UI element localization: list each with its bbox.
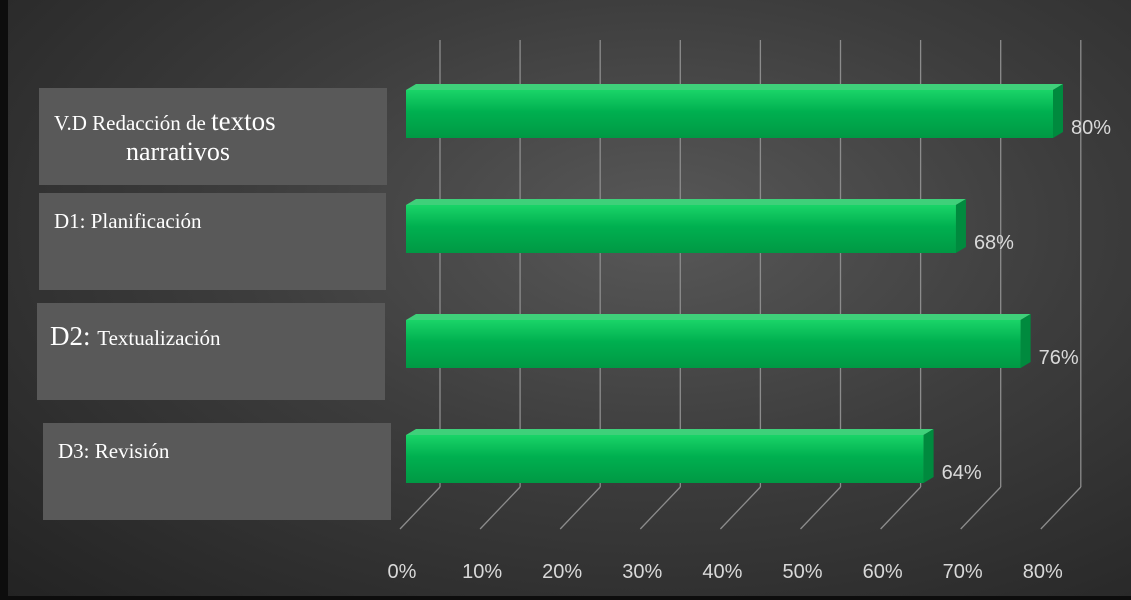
bar-top-1	[406, 199, 966, 205]
bar-3	[406, 435, 924, 483]
category-label-vd-part2: textos	[211, 106, 276, 136]
bar-side-3	[923, 429, 934, 483]
value-label-1: 68%	[974, 232, 1014, 254]
floor-gridline-5	[800, 486, 841, 530]
floor-gridline-2	[559, 486, 601, 530]
tick-label-2: 20%	[542, 561, 582, 583]
bar-0	[406, 90, 1053, 138]
bar-top-0	[406, 84, 1063, 90]
tick-label-8: 80%	[1023, 561, 1063, 583]
floor-gridline-3	[639, 486, 681, 530]
floor-gridline-6	[880, 486, 922, 530]
category-label-d1-prefix: D1:	[54, 209, 91, 233]
category-label-vd: V.D Redacción de textos narrativos	[39, 88, 387, 185]
value-label-3: 64%	[942, 462, 982, 484]
floor-gridline-0	[399, 486, 441, 530]
bar-top-2	[406, 314, 1031, 320]
floor-gridline-7	[960, 486, 1002, 530]
category-label-d1-text: Planificación	[90, 209, 202, 233]
category-label-d3: D3: Revisión	[43, 423, 391, 520]
category-label-d2-text: Textualización	[97, 326, 221, 350]
tick-label-6: 60%	[863, 561, 903, 583]
tick-label-5: 50%	[782, 561, 822, 583]
category-label-d3-text: Revisión	[94, 439, 170, 463]
bar-1	[406, 205, 956, 253]
tick-label-3: 30%	[622, 561, 662, 583]
tick-label-4: 40%	[702, 561, 742, 583]
category-label-d3-prefix: D3:	[58, 439, 95, 463]
bar-side-0	[1053, 84, 1063, 138]
floor-gridline-8	[1040, 486, 1082, 530]
tick-label-7: 70%	[943, 561, 983, 583]
category-label-d1: D1: Planificación	[39, 193, 386, 290]
category-label-vd-line2: narrativos	[126, 137, 230, 166]
bar-side-1	[955, 199, 966, 253]
category-label-vd-part1: V.D Redacción de	[54, 111, 212, 135]
value-label-2: 76%	[1039, 347, 1079, 369]
tick-label-0: 0%	[388, 561, 417, 583]
bar-chart: 80% 68% 76% 64% 0% 10% 20% 30% 40% 50% 60% 70% 80%	[388, 40, 1111, 583]
chart-area: 80% 68% 76% 64% 0% 10% 20% 30% 40% 50% 60% 70% 80% …	[8, 0, 1131, 596]
floor-gridline-1	[479, 486, 521, 530]
value-label-0: 80%	[1071, 117, 1111, 139]
bar-top-3	[406, 429, 934, 435]
category-label-d2: D2: Textualización	[37, 303, 385, 400]
category-label-d2-prefix: D2:	[50, 321, 98, 351]
bar-2	[406, 320, 1021, 368]
bar-side-2	[1020, 314, 1031, 368]
tick-label-1: 10%	[462, 561, 502, 583]
floor-gridline-4	[719, 486, 761, 530]
